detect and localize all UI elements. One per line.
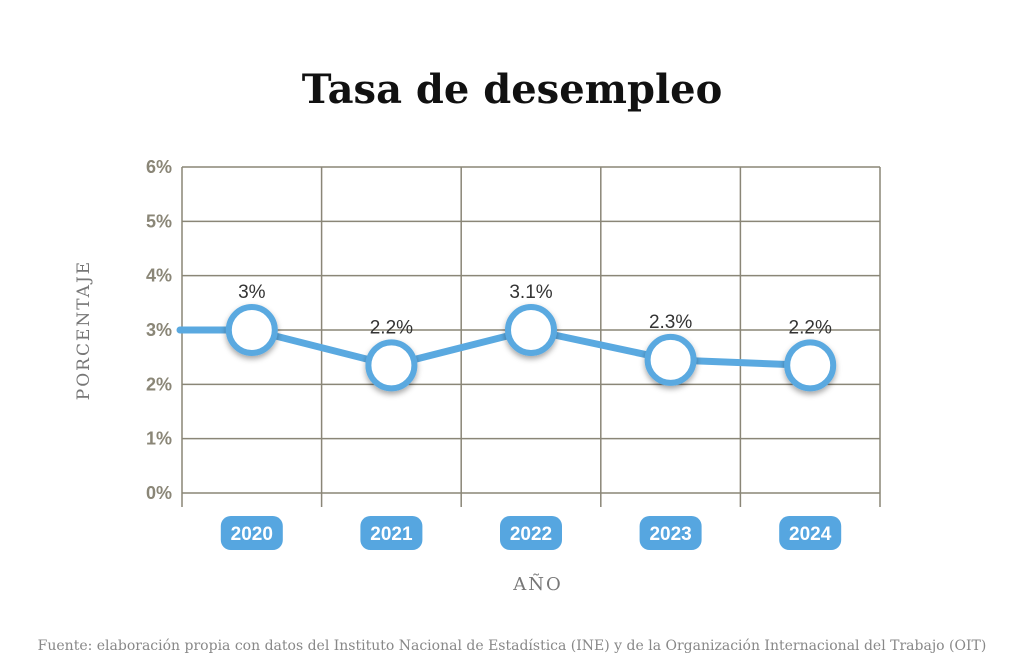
x-tick-label: 2024 — [789, 524, 832, 545]
y-tick-label: 5% — [146, 211, 172, 231]
x-tick-pill-background — [779, 516, 842, 550]
data-point — [644, 333, 697, 386]
data-label: 2.2% — [370, 317, 413, 338]
x-axis-title: AÑO — [513, 574, 563, 595]
data-points — [225, 304, 837, 392]
y-tick-label: 0% — [146, 483, 172, 503]
x-tick-pill: 2022 — [500, 516, 562, 550]
x-tick-label: 2020 — [231, 524, 273, 545]
data-point — [505, 304, 557, 356]
grid — [181, 166, 881, 507]
y-tick-label: 1% — [146, 429, 172, 449]
y-tick-label: 3% — [146, 320, 172, 340]
source-note: Fuente: elaboración propia con datos del… — [37, 638, 987, 654]
chart-title: Tasa de desempleo — [301, 66, 723, 113]
x-tick-pill: 2021 — [360, 516, 423, 550]
y-axis-ticks: 0% 1% 2% 3% 4% 5% 6% — [146, 157, 172, 503]
y-axis-title: PORCENTAJE — [74, 259, 94, 401]
x-tick-label: 2022 — [510, 524, 552, 545]
x-axis-ticks: 2020 2021 2022 2023 2024 — [220, 516, 842, 550]
y-tick-label: 4% — [146, 266, 172, 286]
y-tick-label: 6% — [146, 157, 172, 177]
y-tick-label: 2% — [146, 374, 172, 394]
data-labels: 3% 2.2% 3.1% 2.3% 2.2% — [238, 282, 832, 338]
data-point — [225, 304, 278, 356]
x-tick-pill-background — [639, 516, 702, 550]
x-tick-label: 2021 — [370, 524, 413, 545]
data-label: 2.3% — [649, 312, 692, 333]
x-tick-pill: 2023 — [639, 516, 702, 550]
x-tick-pill-background — [360, 516, 423, 550]
data-point — [784, 339, 837, 392]
data-label: 3% — [238, 282, 266, 303]
data-label: 3.1% — [509, 282, 552, 303]
x-tick-label: 2023 — [649, 524, 691, 545]
data-point — [365, 339, 418, 392]
x-tick-pill: 2020 — [220, 516, 283, 550]
data-label: 2.2% — [789, 317, 832, 338]
x-tick-pill: 2024 — [779, 516, 842, 550]
x-tick-pill-background — [220, 516, 283, 550]
x-tick-pill-background — [500, 516, 562, 550]
